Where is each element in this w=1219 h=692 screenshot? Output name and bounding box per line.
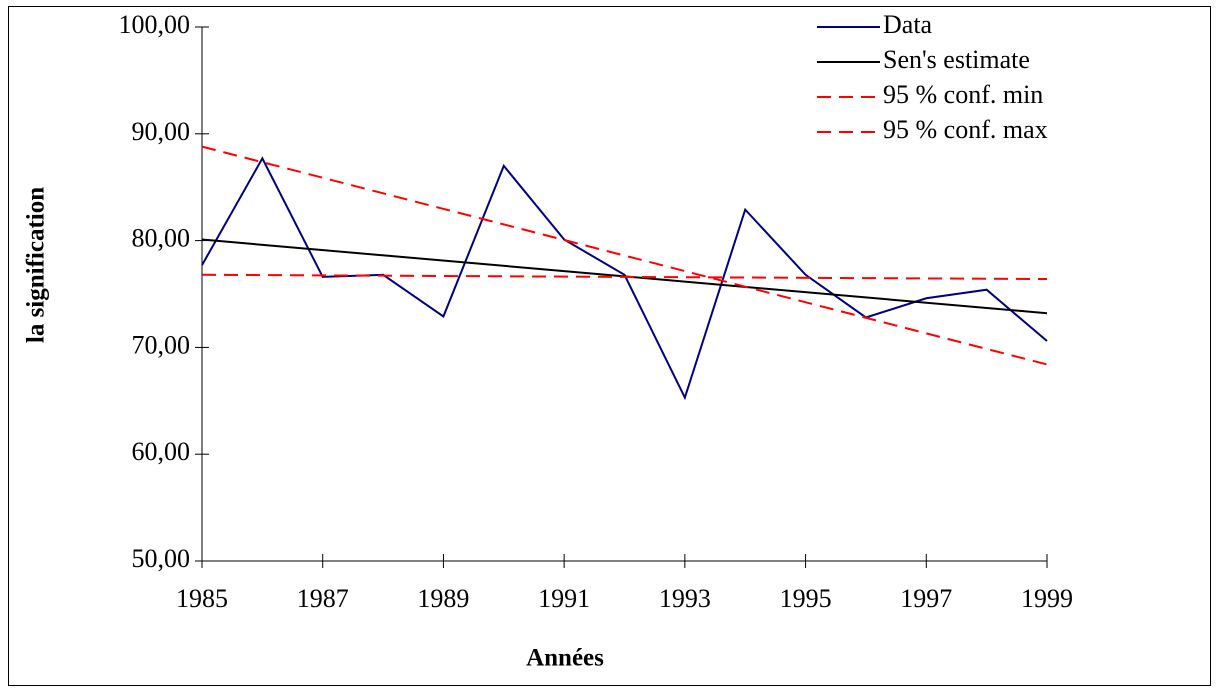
- legend-label: Data: [883, 10, 933, 39]
- x-tick-label: 1995: [780, 584, 832, 613]
- y-tick-label: 60,00: [132, 437, 191, 466]
- x-tick-label: 1985: [176, 584, 228, 613]
- series-line: [201, 145, 1048, 366]
- x-tick-label: 1991: [538, 584, 590, 613]
- y-axis-title: la signification: [23, 187, 50, 343]
- x-tick-label: 1987: [297, 584, 349, 613]
- y-tick-label: 80,00: [132, 224, 191, 253]
- y-tick-label: 100,00: [119, 10, 191, 39]
- y-tick-label: 50,00: [132, 544, 191, 573]
- legend-label: 95 % conf. max: [883, 115, 1048, 144]
- series-line: [201, 273, 1048, 281]
- chart-frame: [8, 6, 1211, 686]
- x-tick-label: 1997: [900, 584, 952, 613]
- y-tick-label: 70,00: [132, 330, 191, 359]
- x-tick-label: 1989: [417, 584, 469, 613]
- x-axis-title: Années: [526, 645, 604, 672]
- y-tick-label: 90,00: [132, 117, 191, 146]
- legend-label: Sen's estimate: [883, 45, 1030, 74]
- x-tick-label: 1999: [1021, 584, 1073, 613]
- legend-label: 95 % conf. min: [883, 80, 1043, 109]
- x-tick-label: 1993: [659, 584, 711, 613]
